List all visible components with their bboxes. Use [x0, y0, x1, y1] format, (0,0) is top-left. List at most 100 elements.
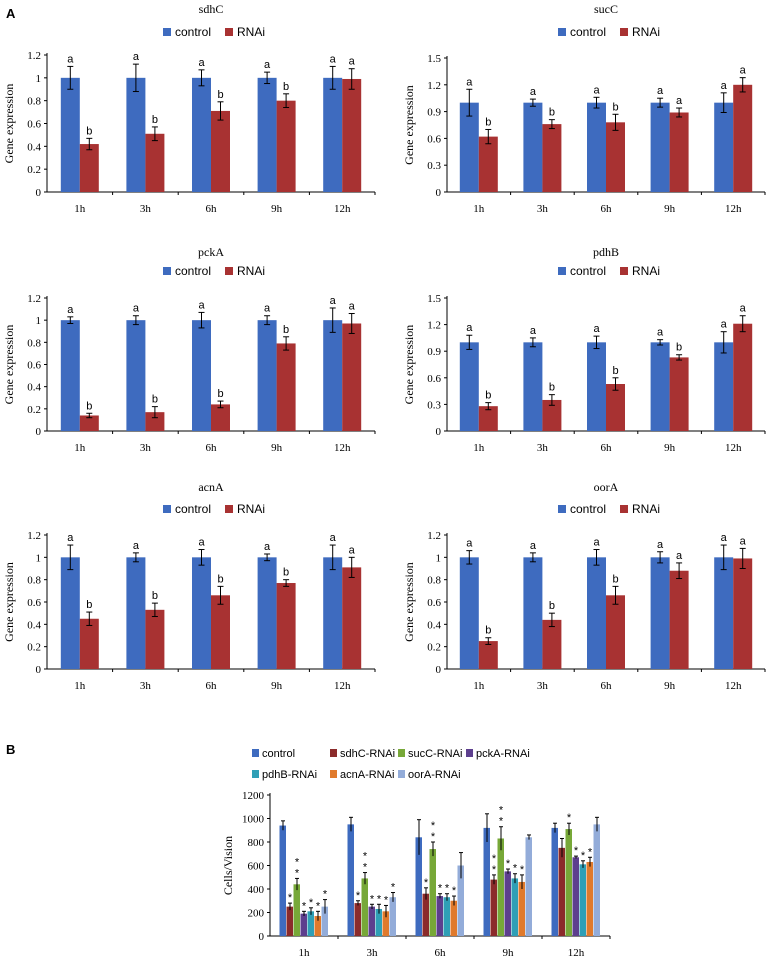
- significance-star: *: [520, 864, 525, 876]
- legend-label-control: control: [570, 264, 606, 278]
- bar-control-6h: [192, 320, 211, 431]
- y-tick-label: 0.6: [427, 133, 441, 145]
- x-tick-label: 9h: [271, 203, 283, 215]
- y-tick-label: 0: [436, 664, 442, 676]
- x-tick-label: 3h: [140, 203, 152, 215]
- bar-oorA-RNAi-6h: [457, 865, 464, 936]
- legend: control sdhC-RNAi sucC-RNAi pckA-RNAi pdhB-R…: [252, 748, 530, 781]
- significance-star: *: [391, 882, 396, 894]
- significance-label: a: [198, 537, 205, 549]
- legend-swatch-control: [163, 505, 171, 513]
- significance-label: a: [330, 295, 337, 307]
- significance-star: *: [288, 892, 293, 904]
- x-tick-label: 3h: [140, 442, 152, 454]
- bar-acnA-RNAi-9h: [518, 881, 525, 936]
- bar-RNAi-6h: [606, 384, 625, 431]
- chart-title: pckA: [198, 245, 224, 259]
- bar-RNAi-12h: [342, 567, 362, 669]
- legend-label-control: control: [175, 264, 211, 278]
- chart-title: sdhC: [199, 2, 224, 16]
- significance-label: a: [349, 301, 356, 313]
- significance-label: b: [549, 107, 555, 119]
- significance-star: *: [499, 816, 504, 828]
- legend-label-sucC-RNAi: sucC-RNAi: [408, 748, 462, 760]
- bar-control-1h: [459, 102, 479, 192]
- bar-RNAi-6h: [211, 110, 230, 192]
- y-tick-label: 0.3: [427, 160, 441, 172]
- bar-RNAi-3h: [542, 399, 562, 431]
- significance-star: *: [452, 885, 457, 897]
- significance-star: *: [513, 863, 518, 875]
- x-tick-label: 3h: [537, 203, 549, 215]
- y-tick-label: 0.8: [427, 575, 441, 587]
- significance-label: a: [740, 535, 747, 547]
- significance-star: *: [588, 846, 593, 858]
- y-tick-label: 1.2: [27, 50, 41, 62]
- x-tick-label: 9h: [664, 680, 676, 692]
- significance-label: a: [721, 532, 728, 544]
- bar-RNAi-9h: [669, 112, 689, 192]
- bar-RNAi-1h: [79, 618, 99, 669]
- bar-RNAi-9h: [276, 100, 296, 192]
- y-axis-label: Gene expression: [2, 562, 16, 642]
- bar-RNAi-3h: [542, 124, 562, 192]
- y-tick-label: 1.2: [427, 80, 441, 92]
- x-tick-label: 9h: [271, 442, 283, 454]
- bar-control-6h: [192, 77, 211, 192]
- significance-star: *: [506, 858, 511, 870]
- bar-RNAi-3h: [145, 609, 165, 669]
- bar-RNAi-6h: [211, 595, 230, 669]
- significance-label: a: [349, 544, 356, 556]
- x-tick-label: 1h: [74, 680, 86, 692]
- y-tick-label: 0.8: [27, 337, 41, 349]
- significance-star: *: [574, 845, 579, 857]
- x-tick-label: 3h: [537, 442, 549, 454]
- y-tick-label: 0.2: [27, 642, 41, 654]
- significance-label: b: [612, 101, 618, 113]
- x-tick-label: 12h: [725, 442, 742, 454]
- legend-swatch-control: [252, 749, 259, 757]
- significance-label: a: [657, 327, 664, 339]
- significance-star: *: [384, 894, 389, 906]
- significance-label: b: [152, 590, 158, 602]
- significance-label: b: [283, 567, 289, 579]
- x-tick-label: 1h: [74, 203, 86, 215]
- significance-label: a: [349, 56, 356, 68]
- legend-label-acnA-RNAi: acnA-RNAi: [340, 769, 394, 781]
- significance-star: *: [356, 890, 361, 902]
- significance-label: a: [198, 57, 205, 69]
- bar-acnA-RNAi-12h: [586, 861, 593, 936]
- legend-swatch-control: [558, 28, 566, 36]
- bar-RNAi-3h: [145, 133, 165, 192]
- legend-swatch-sucC-RNAi: [398, 749, 405, 757]
- legend-label-pdhB-RNAi: pdhB-RNAi: [262, 769, 317, 781]
- significance-label: b: [549, 600, 555, 612]
- x-tick-label: 6h: [601, 680, 613, 692]
- legend-swatch-rnai: [620, 267, 628, 275]
- bar-control-12h: [551, 827, 558, 936]
- significance-label: a: [133, 51, 140, 63]
- bar-control-6h: [587, 557, 606, 669]
- chart-title: oorA: [594, 480, 619, 494]
- x-tick-label: 9h: [664, 442, 676, 454]
- significance-label: a: [676, 550, 683, 562]
- legend-swatch-rnai: [620, 28, 628, 36]
- x-tick-label: 9h: [271, 680, 283, 692]
- significance-label: a: [264, 303, 271, 315]
- significance-label: a: [198, 299, 205, 311]
- x-tick-label: 1h: [473, 680, 485, 692]
- x-tick-label: 6h: [206, 203, 218, 215]
- chart-sdhC: sdhC control RNAi 0 0.2 0.4 0.6 0.8 1 1.2 Gene exp…: [2, 2, 376, 215]
- y-tick-label: 0: [436, 187, 442, 199]
- significance-star: *: [323, 889, 328, 901]
- x-tick-label: 6h: [206, 680, 218, 692]
- y-tick-label: 0.4: [27, 382, 41, 394]
- legend-swatch-control: [163, 28, 171, 36]
- y-tick-label: 1.2: [27, 530, 41, 542]
- significance-label: b: [485, 625, 491, 637]
- bar-pckA-RNAi-12h: [572, 857, 579, 936]
- legend-label-control: control: [175, 25, 211, 39]
- x-tick-label: 3h: [537, 680, 549, 692]
- chart-pdhB: pdhB control RNAi 0 0.3 0.6 0.9 1.2 1.5 Gene expr…: [402, 245, 766, 454]
- significance-star: *: [302, 900, 307, 912]
